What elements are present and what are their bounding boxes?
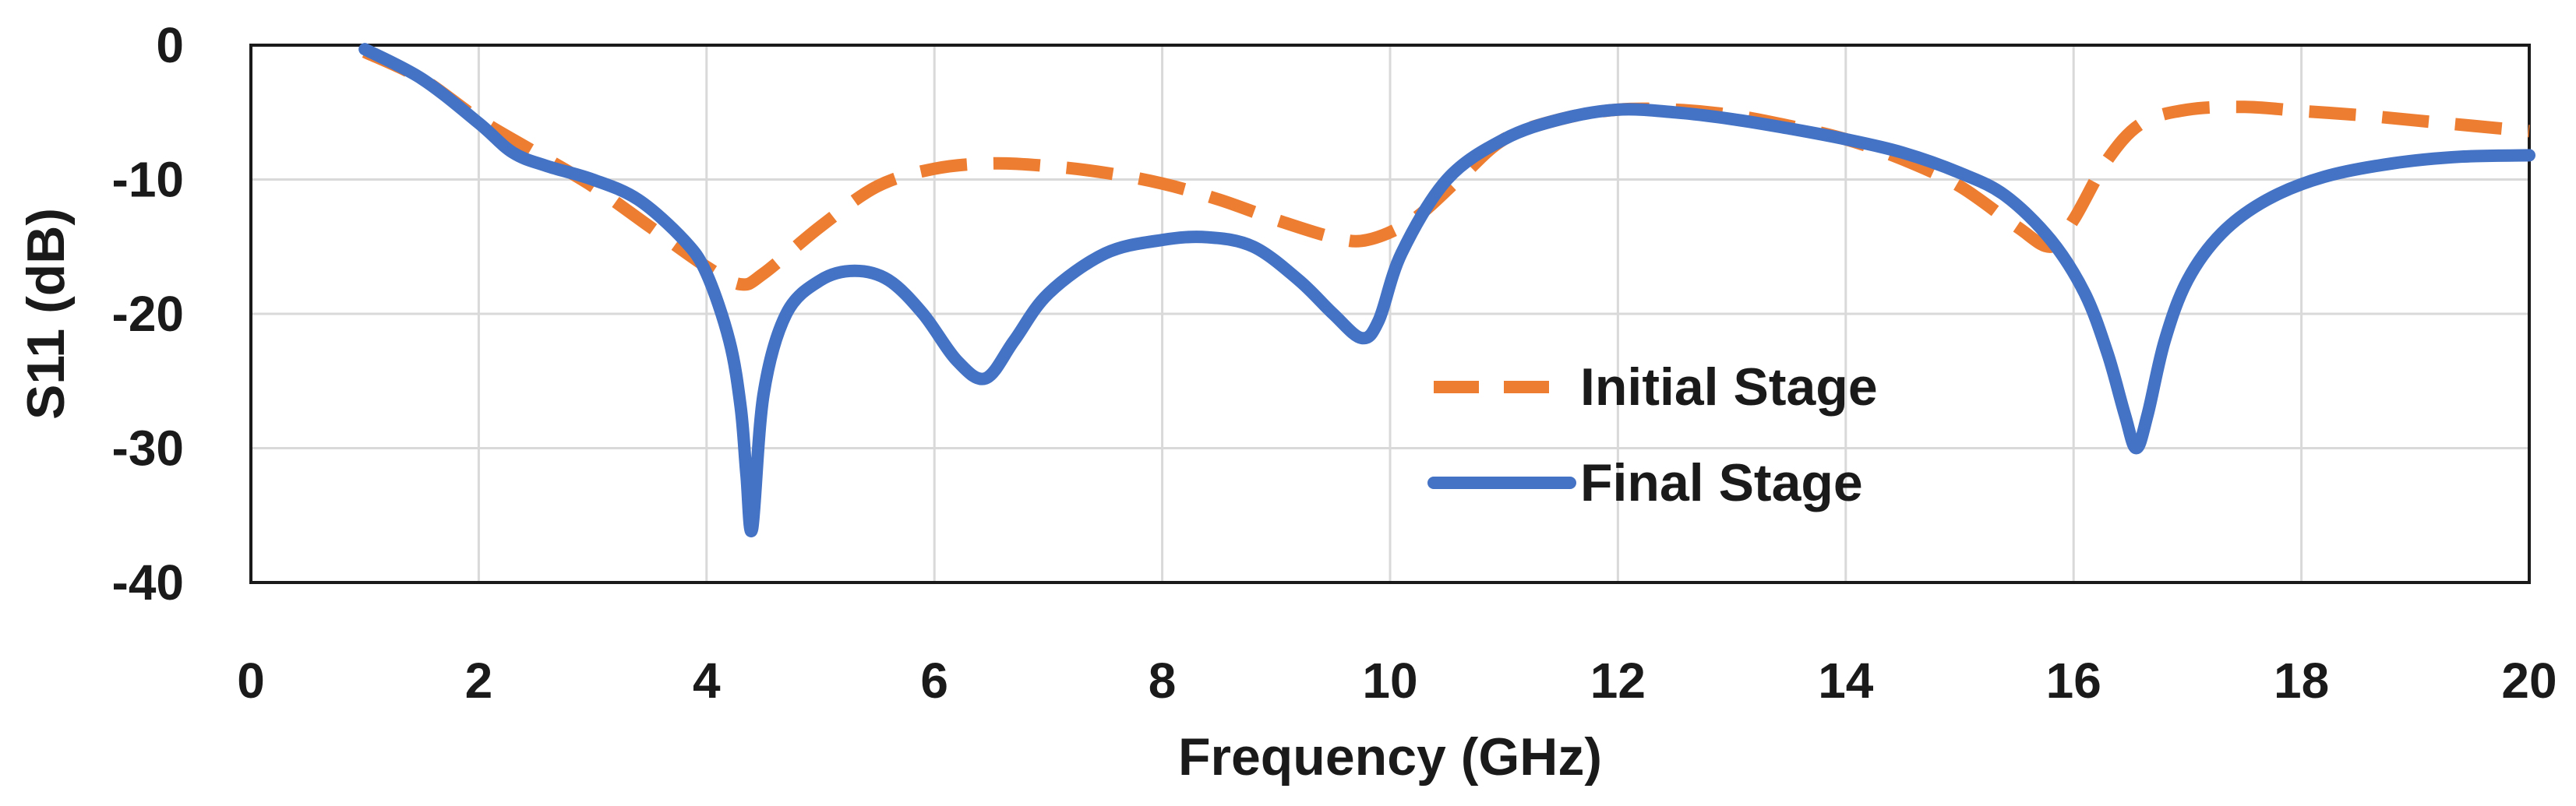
y-axis-ticks: 0 -10 -20 -30 -40	[112, 17, 185, 611]
series-layer	[358, 43, 2535, 537]
x-tick-label: 20	[2501, 653, 2557, 709]
x-tick-label: 10	[1362, 653, 1417, 709]
x-tick-label: 0	[237, 653, 265, 709]
x-axis-title: Frequency (GHz)	[1178, 727, 1602, 787]
y-tick-label: 0	[156, 17, 184, 73]
x-tick-label: 8	[1149, 653, 1177, 709]
x-tick-label: 6	[920, 653, 948, 709]
x-tick-label: 12	[1590, 653, 1646, 709]
plot-area-border	[249, 44, 2531, 584]
x-tick-label: 16	[2046, 653, 2101, 709]
x-tick-label: 4	[693, 653, 721, 709]
x-axis-ticks: 0 2 4 6 8 10 12 14 16 18 20	[237, 653, 2557, 709]
y-tick-label: -30	[112, 421, 185, 477]
y-tick-label: -40	[112, 554, 185, 611]
legend-label-final-stage: Final Stage	[1580, 453, 1863, 512]
series-line-final-stage	[358, 43, 2535, 537]
series-line-initial-stage	[362, 46, 2530, 291]
legend: Initial Stage Final Stage	[1427, 357, 1878, 512]
y-axis-title: S11 (dB)	[16, 208, 76, 420]
x-tick-label: 2	[465, 653, 493, 709]
y-tick-label: -10	[112, 152, 185, 208]
x-tick-label: 14	[1818, 653, 1874, 709]
x-tick-label: 18	[2274, 653, 2329, 709]
y-tick-label: -20	[112, 286, 185, 342]
grid	[251, 45, 2529, 583]
legend-label-initial-stage: Initial Stage	[1580, 357, 1878, 417]
